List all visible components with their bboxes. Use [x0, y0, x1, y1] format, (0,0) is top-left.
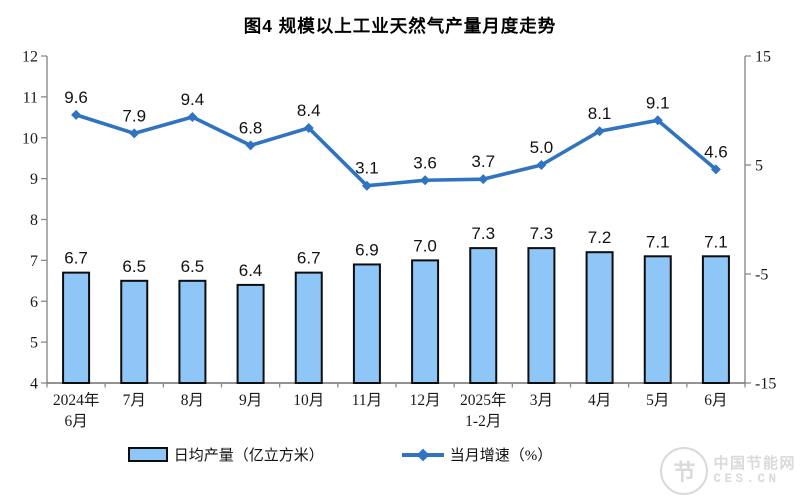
y-axis-left-tick-label: 7	[30, 253, 38, 270]
y-axis-right-tick-label: 15	[755, 49, 771, 66]
line-marker-diamond-icon	[478, 174, 489, 185]
bar-value-label: 7.3	[471, 224, 495, 243]
line-value-label: 4.6	[704, 142, 728, 161]
watermark-text-cn: 中国节能网	[713, 455, 796, 473]
watermark-text-en: CES.CN	[713, 472, 780, 487]
bar	[236, 283, 265, 384]
y-axis-left-tick-label: 12	[22, 49, 38, 66]
watermark: 节 中国节能网 CES.CN	[660, 447, 796, 495]
line-marker-diamond-icon	[420, 175, 431, 186]
x-axis-category-label: 6月	[704, 392, 727, 409]
line-value-label: 9.4	[181, 90, 205, 109]
y-axis-left-tick-label: 6	[30, 294, 38, 311]
line-value-label: 9.1	[646, 93, 670, 112]
y-axis-right-tick-label: -5	[755, 267, 768, 284]
x-axis-category-label: 2024年	[53, 391, 100, 409]
line-marker-diamond-icon	[594, 126, 605, 137]
bar-value-label: 6.4	[239, 261, 263, 280]
bar-value-label: 7.0	[413, 236, 437, 255]
bar	[643, 255, 672, 385]
line-value-label: 5.0	[530, 138, 554, 157]
bar-value-label: 7.2	[588, 228, 612, 247]
line-value-label: 3.7	[471, 152, 495, 171]
x-axis-category-label: 3月	[530, 392, 553, 409]
line-marker-diamond-icon	[303, 122, 314, 133]
x-axis-category-label: 7月	[123, 392, 146, 409]
x-axis-category-label: 6月	[64, 413, 87, 430]
line-marker-diamond-icon	[361, 180, 372, 191]
bar	[527, 247, 556, 384]
bar-value-label: 6.5	[181, 257, 205, 276]
watermark-logo-glyph: 节	[673, 460, 696, 485]
bar-value-label: 6.5	[122, 257, 146, 276]
bar	[352, 263, 381, 384]
legend-line-swatch-icon	[401, 448, 444, 461]
y-axis-right-tick-label: 5	[755, 158, 763, 175]
bar-value-label: 6.9	[355, 240, 379, 259]
bar	[411, 259, 440, 384]
watermark-logo-icon: 节	[660, 447, 709, 495]
line-value-label: 3.6	[413, 153, 437, 172]
x-axis-category-label: 1-2月	[465, 413, 501, 430]
bar	[294, 271, 323, 385]
x-axis-category-label: 10月	[293, 392, 324, 409]
y-axis-left-tick-label: 4	[30, 376, 38, 393]
line-marker-diamond-icon	[129, 128, 140, 139]
line-value-label: 8.4	[297, 101, 321, 120]
bar	[585, 251, 614, 384]
chart-title: 图4 规模以上工业天然气产量月度走势	[243, 16, 557, 36]
line-marker-diamond-icon	[652, 115, 663, 126]
y-axis-left-tick-label: 9	[30, 171, 38, 188]
y-axis-left-tick-label: 8	[30, 212, 38, 229]
x-axis-category-label: 8月	[181, 392, 204, 409]
legend-bar-swatch-icon	[127, 447, 168, 462]
bar-value-label: 6.7	[64, 249, 88, 268]
bar-value-label: 7.3	[530, 224, 554, 243]
bar	[62, 271, 91, 385]
bar	[120, 279, 149, 384]
x-axis-category-label: 5月	[646, 392, 669, 409]
line-series	[74, 113, 718, 188]
x-axis-category-label: 9月	[239, 392, 262, 409]
legend-bar-label: 日均产量（亿立方米）	[173, 448, 324, 464]
bar	[701, 255, 730, 385]
bar-value-label: 6.7	[297, 249, 321, 268]
y-axis-left-tick-label: 5	[30, 335, 38, 352]
x-axis-category-label: 12月	[410, 392, 441, 409]
x-axis-category-label: 2025年	[460, 391, 507, 409]
line-value-label: 9.6	[64, 88, 88, 107]
y-axis-left-tick-label: 10	[22, 130, 38, 147]
line-value-label: 6.8	[239, 118, 263, 137]
y-axis-left-tick-label: 11	[23, 89, 38, 106]
bar	[178, 279, 207, 384]
bar	[469, 247, 498, 384]
x-axis-category-label: 11月	[352, 392, 382, 409]
line-marker-diamond-icon	[245, 140, 256, 151]
legend-line-label: 当月增速（%）	[449, 448, 553, 464]
line-value-label: 7.9	[122, 106, 146, 125]
line-marker-diamond-icon	[536, 160, 547, 170]
line-value-label: 8.1	[588, 104, 612, 123]
x-axis-category-label: 4月	[588, 392, 611, 409]
y-axis-right-tick-label: -15	[755, 376, 776, 393]
line-value-label: 3.1	[355, 159, 379, 178]
line-marker-diamond-icon	[710, 164, 721, 175]
bar-value-label: 7.1	[704, 232, 728, 251]
bar-value-label: 7.1	[646, 232, 670, 251]
legend-item-bar: 日均产量（亿立方米）	[127, 444, 324, 465]
chart-legend: 日均产量（亿立方米） 当月增速（%）	[0, 444, 680, 465]
line-marker-diamond-icon	[187, 112, 198, 123]
legend-item-line: 当月增速（%）	[401, 444, 553, 465]
line-marker-diamond-icon	[71, 109, 82, 120]
